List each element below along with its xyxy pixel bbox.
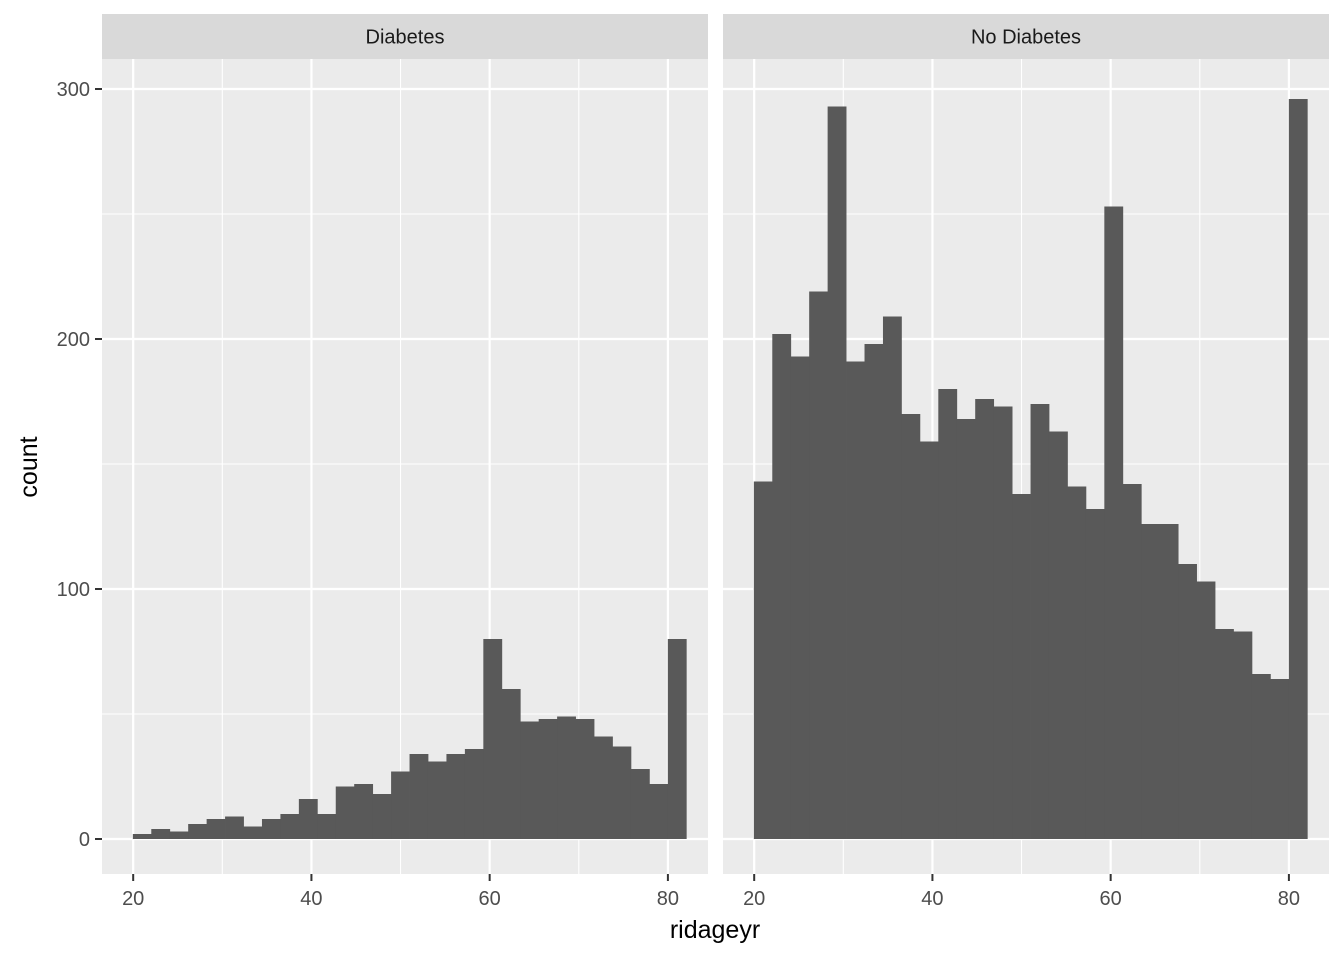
histogram-bar [1288, 99, 1308, 839]
histogram-bar [1215, 629, 1234, 839]
histogram-bar [1085, 509, 1105, 839]
x-tick-label: 40 [921, 888, 943, 910]
x-tick-label: 60 [479, 888, 501, 910]
histogram-bar [1178, 564, 1197, 839]
facet-strip-label: No Diabetes [971, 27, 1081, 49]
histogram-bar [1104, 206, 1124, 839]
histogram-bar [1196, 581, 1216, 839]
histogram-bar [882, 316, 902, 839]
histogram-bar [846, 361, 865, 839]
x-axis-title: ridageyr [670, 916, 760, 944]
histogram-bar [809, 291, 829, 839]
histogram-bar [225, 816, 244, 839]
histogram-bar [919, 441, 939, 839]
histogram-bar [1159, 524, 1179, 839]
x-tick-label: 40 [300, 888, 322, 910]
histogram-bar [446, 754, 466, 839]
histogram-bar [354, 784, 374, 839]
histogram-bar [901, 414, 921, 839]
histogram-bar [827, 106, 847, 839]
y-tick-label: 100 [57, 579, 90, 601]
histogram-bar [772, 334, 792, 839]
histogram-bar [409, 754, 429, 839]
histogram-bar [956, 419, 976, 839]
x-tick-label: 20 [122, 888, 144, 910]
facet-strip-label: Diabetes [366, 27, 445, 49]
histogram-bar [317, 814, 337, 839]
histogram-bar [1270, 679, 1290, 839]
histogram-bar [594, 736, 613, 839]
histogram-bar [169, 831, 189, 839]
histogram-bar [667, 639, 687, 839]
facet-strip [102, 14, 708, 59]
histogram-bar [243, 826, 263, 839]
histogram-bar [1012, 494, 1031, 839]
histogram-bar [1048, 431, 1068, 839]
histogram-bar [132, 834, 152, 839]
facet-strip [723, 14, 1329, 59]
y-axis: 0 100 200 300 [57, 79, 102, 851]
histogram-bar [538, 719, 558, 839]
histogram-bar [520, 721, 540, 839]
histogram-bar [938, 389, 958, 839]
facet-panel-diabetes: Diabetes 20 40 60 80 [102, 14, 708, 910]
histogram-bar [188, 824, 208, 839]
x-tick-label: 80 [657, 888, 679, 910]
histogram-bar [557, 716, 576, 839]
histogram-bar [1030, 404, 1050, 839]
y-axis-title: count [15, 436, 43, 497]
facet-panels: Diabetes 20 40 60 80 No Diabetes 20 40 60 80 [102, 14, 1329, 910]
histogram-bar [151, 829, 171, 839]
y-tick-label: 200 [57, 329, 90, 351]
histogram-bar [1251, 674, 1271, 839]
histogram-bar [501, 689, 521, 839]
histogram-bar [993, 406, 1013, 839]
histogram-bar [630, 769, 650, 839]
x-tick-label: 20 [743, 888, 765, 910]
histogram-bar [975, 399, 995, 839]
histogram-bar [1141, 524, 1161, 839]
histogram-bar [1122, 484, 1142, 839]
histogram-bar [464, 749, 484, 839]
histogram-bar [391, 771, 410, 839]
histogram-bar [335, 786, 355, 839]
histogram-bar [427, 761, 447, 839]
histogram-bar [649, 784, 669, 839]
histogram-bar [575, 719, 595, 839]
facet-panel-no-diabetes: No Diabetes 20 40 60 80 [723, 14, 1329, 910]
histogram-bar [1067, 486, 1087, 839]
histogram-bar [1233, 631, 1253, 839]
x-tick-label: 60 [1100, 888, 1122, 910]
histogram-bar [206, 819, 226, 839]
x-tick-label: 80 [1278, 888, 1300, 910]
y-tick-label: 300 [57, 79, 90, 101]
histogram-bar [612, 746, 632, 839]
histogram-bar [261, 819, 281, 839]
histogram-bar [790, 356, 810, 839]
histogram-bar [298, 799, 318, 839]
histogram-bar [864, 344, 884, 839]
histogram-bar [372, 794, 392, 839]
histogram-bar [280, 814, 300, 839]
histogram-bar [753, 481, 773, 839]
histogram-bar [483, 639, 503, 839]
y-tick-label: 0 [79, 829, 90, 851]
